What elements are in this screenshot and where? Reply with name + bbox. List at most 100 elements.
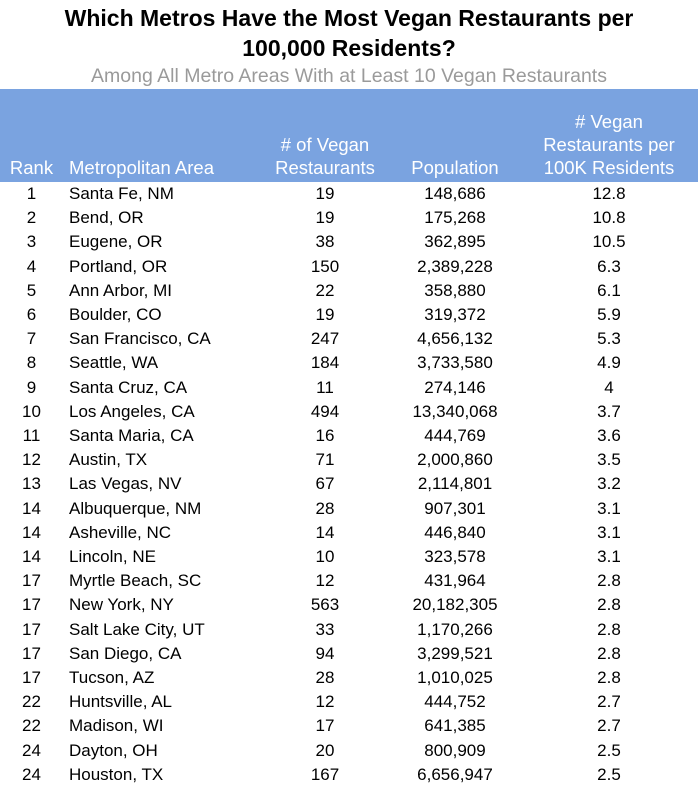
cell-per-100k: 6.1 (597, 280, 621, 300)
cell-restaurants: 67 (315, 474, 335, 494)
cell-restaurants: 94 (315, 643, 335, 663)
table-row: 14 Asheville, NC 14 446,840 3.1 (0, 521, 698, 545)
header-per-line-2: Restaurants per (543, 134, 675, 155)
cell-population: 20,182,305 (412, 595, 498, 615)
cell-rank: 17 (22, 619, 41, 639)
cell-population: 175,268 (424, 208, 486, 228)
table-row: 17 San Diego, CA 94 3,299,521 2.8 (0, 642, 698, 666)
cell-rank: 17 (22, 595, 41, 615)
chart-title-line-1: Which Metros Have the Most Vegan Restaur… (64, 5, 634, 31)
table-row: 24 Houston, TX 167 6,656,947 2.5 (0, 763, 698, 787)
table-row: 17 Tucson, AZ 28 1,010,025 2.8 (0, 666, 698, 690)
cell-area: Tucson, AZ (69, 668, 155, 688)
cell-restaurants: 16 (315, 426, 335, 446)
cell-restaurants: 11 (316, 377, 334, 397)
cell-population: 148,686 (424, 184, 486, 203)
table-row: 22 Huntsville, AL 12 444,752 2.7 (0, 690, 698, 714)
cell-restaurants: 150 (310, 256, 340, 276)
cell-per-100k: 5.9 (597, 305, 621, 325)
cell-population: 358,880 (424, 280, 486, 300)
cell-rank: 9 (26, 377, 37, 397)
table-row: 14 Albuquerque, NM 28 907,301 3.1 (0, 497, 698, 521)
cell-population: 274,146 (424, 377, 486, 397)
cell-per-100k: 2.8 (597, 643, 621, 663)
header-area-label: Metropolitan Area (69, 157, 215, 178)
cell-population: 13,340,068 (412, 401, 498, 421)
cell-restaurants: 494 (310, 401, 340, 421)
cell-restaurants: 10 (315, 547, 335, 567)
cell-area: San Diego, CA (69, 643, 182, 663)
cell-area: Bend, OR (69, 208, 144, 228)
table-row: 8 Seattle, WA 184 3,733,580 4.9 (0, 351, 698, 375)
cell-rank: 4 (26, 256, 37, 276)
cell-area: Ann Arbor, MI (69, 280, 172, 300)
header-area: Metropolitan Area (63, 89, 260, 182)
cell-per-100k: 3.2 (597, 474, 621, 494)
cell-per-100k: 2.5 (597, 764, 621, 784)
cell-population: 3,299,521 (417, 643, 493, 663)
table-row: 4 Portland, OR 150 2,389,228 6.3 (0, 255, 698, 279)
cell-area: Austin, TX (69, 450, 148, 470)
cell-population: 319,372 (424, 305, 486, 325)
cell-restaurants: 28 (315, 668, 335, 688)
cell-rank: 24 (22, 764, 41, 784)
table-row: 24 Dayton, OH 20 800,909 2.5 (0, 739, 698, 763)
cell-per-100k: 3.5 (597, 450, 621, 470)
header-per-100k: # Vegan Restaurants per 100K Residents (520, 89, 698, 182)
cell-population: 641,385 (424, 716, 486, 736)
cell-restaurants: 28 (315, 498, 335, 518)
cell-area: New York, NY (69, 595, 174, 615)
cell-per-100k: 3.1 (597, 498, 621, 518)
chart-title-line-2: 100,000 Residents? (242, 35, 456, 61)
cell-rank: 17 (22, 668, 41, 688)
cell-rank: 24 (22, 740, 41, 760)
cell-population: 2,000,860 (417, 450, 493, 470)
cell-per-100k: 5.3 (597, 329, 621, 349)
cell-rank: 14 (22, 547, 41, 567)
header-per-line-1: # Vegan (575, 111, 643, 132)
table-row: 7 San Francisco, CA 247 4,656,132 5.3 (0, 327, 698, 351)
cell-restaurants: 17 (315, 716, 335, 736)
cell-population: 323,578 (424, 547, 486, 567)
header-row: Rank Metropolitan Area # of Vegan Restau… (0, 89, 698, 182)
cell-per-100k: 2.8 (597, 595, 621, 615)
cell-population: 444,769 (424, 426, 486, 446)
cell-per-100k: 2.8 (597, 619, 621, 639)
cell-population: 4,656,132 (417, 329, 493, 349)
cell-rank: 12 (22, 450, 41, 470)
cell-restaurants: 184 (310, 353, 340, 373)
cell-restaurants: 14 (315, 522, 335, 542)
cell-area: Portland, OR (69, 256, 168, 276)
cell-area: Santa Maria, CA (69, 426, 194, 446)
cell-restaurants: 20 (315, 740, 335, 760)
cell-rank: 11 (22, 426, 41, 446)
cell-rank: 8 (26, 353, 37, 373)
table-row: 11 Santa Maria, CA 16 444,769 3.6 (0, 424, 698, 448)
cell-per-100k: 3.1 (597, 547, 621, 567)
header-rank-label: Rank (9, 157, 54, 178)
cell-population: 3,733,580 (417, 353, 493, 373)
table-row: 10 Los Angeles, CA 494 13,340,068 3.7 (0, 400, 698, 424)
cell-rank: 10 (22, 401, 41, 421)
cell-area: Lincoln, NE (69, 547, 156, 567)
cell-per-100k: 12.8 (592, 184, 626, 203)
cell-restaurants: 19 (315, 208, 335, 228)
cell-restaurants: 563 (310, 595, 340, 615)
cell-rank: 22 (22, 716, 41, 736)
cell-per-100k: 3.7 (597, 401, 621, 421)
cell-rank: 17 (22, 643, 41, 663)
cell-rank: 3 (26, 232, 37, 252)
table-row: 2 Bend, OR 19 175,268 10.8 (0, 206, 698, 230)
cell-population: 446,840 (424, 522, 486, 542)
header-rank: Rank (0, 89, 63, 182)
cell-restaurants: 71 (315, 450, 335, 470)
cell-restaurants: 22 (315, 280, 335, 300)
table-row: 1 Santa Fe, NM 19 148,686 12.8 (0, 182, 698, 206)
cell-area: Santa Cruz, CA (69, 377, 188, 397)
cell-population: 800,909 (424, 740, 486, 760)
cell-per-100k: 3.1 (597, 522, 621, 542)
cell-area: Dayton, OH (69, 740, 158, 760)
cell-area: Asheville, NC (69, 522, 172, 542)
cell-per-100k: 10.5 (592, 232, 626, 252)
cell-area: Los Angeles, CA (69, 401, 195, 421)
